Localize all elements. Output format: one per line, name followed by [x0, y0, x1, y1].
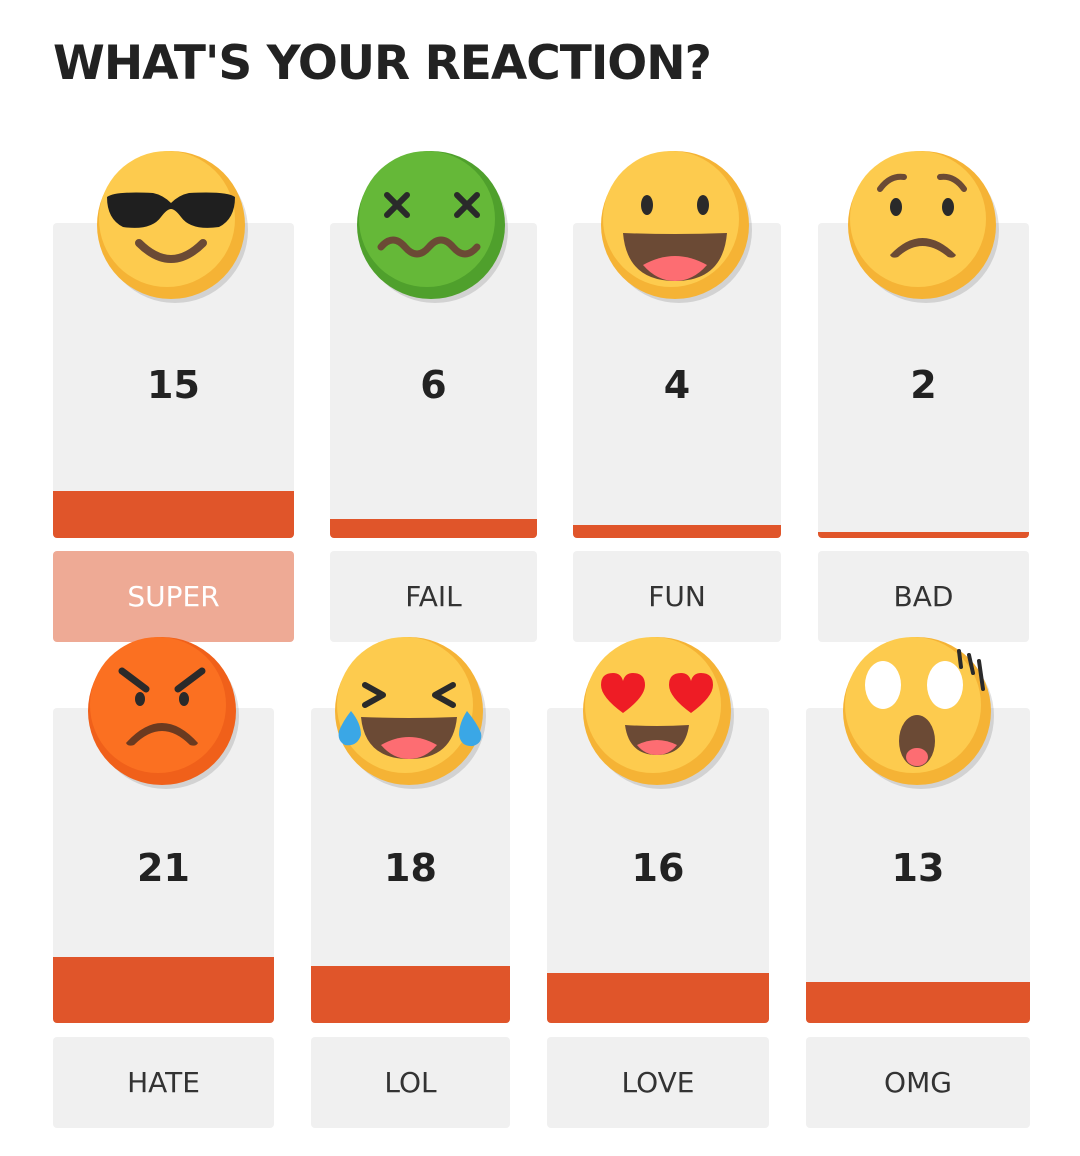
reaction-bar: [547, 972, 769, 1023]
reaction-count: 15: [147, 363, 200, 407]
angry-emoji-icon: [88, 637, 239, 789]
reaction-label-bad[interactable]: BAD: [818, 551, 1029, 642]
reaction-label-fun[interactable]: FUN: [573, 551, 781, 642]
shocked-emoji-icon: [843, 637, 994, 789]
reaction-bar: [806, 982, 1030, 1023]
reaction-count: 4: [663, 363, 691, 407]
worried-frown-emoji-icon: [848, 151, 999, 303]
sick-dizzy-emoji-icon: [357, 151, 508, 303]
heart-eyes-emoji-icon: [583, 637, 734, 789]
reaction-count: 6: [420, 363, 447, 407]
grinning-emoji-icon: [601, 151, 752, 303]
reaction-label-lol[interactable]: LOL: [311, 1037, 510, 1128]
reaction-label-omg[interactable]: OMG: [806, 1037, 1030, 1128]
reaction-count: 18: [384, 846, 437, 890]
tears-of-joy-emoji-icon: [335, 637, 486, 789]
reaction-count: 13: [891, 846, 945, 890]
reaction-count: 16: [631, 846, 685, 890]
reaction-label-super[interactable]: SUPER: [53, 551, 294, 642]
reaction-bar: [818, 531, 1029, 538]
reaction-bar: [53, 956, 274, 1023]
reaction-bar: [53, 490, 294, 538]
page-title: WHAT'S YOUR REACTION?: [53, 36, 712, 91]
reaction-count: 2: [910, 363, 937, 407]
reaction-label-fail[interactable]: FAIL: [330, 551, 537, 642]
reaction-label-hate[interactable]: HATE: [53, 1037, 274, 1128]
reaction-label-love[interactable]: LOVE: [547, 1037, 769, 1128]
reaction-panel: 16: [547, 708, 769, 1023]
reaction-bar: [311, 966, 510, 1023]
reaction-bar: [573, 525, 781, 538]
cool-sunglasses-emoji-icon: [97, 151, 248, 303]
reaction-count: 21: [137, 846, 190, 890]
reaction-bar: [330, 519, 537, 538]
